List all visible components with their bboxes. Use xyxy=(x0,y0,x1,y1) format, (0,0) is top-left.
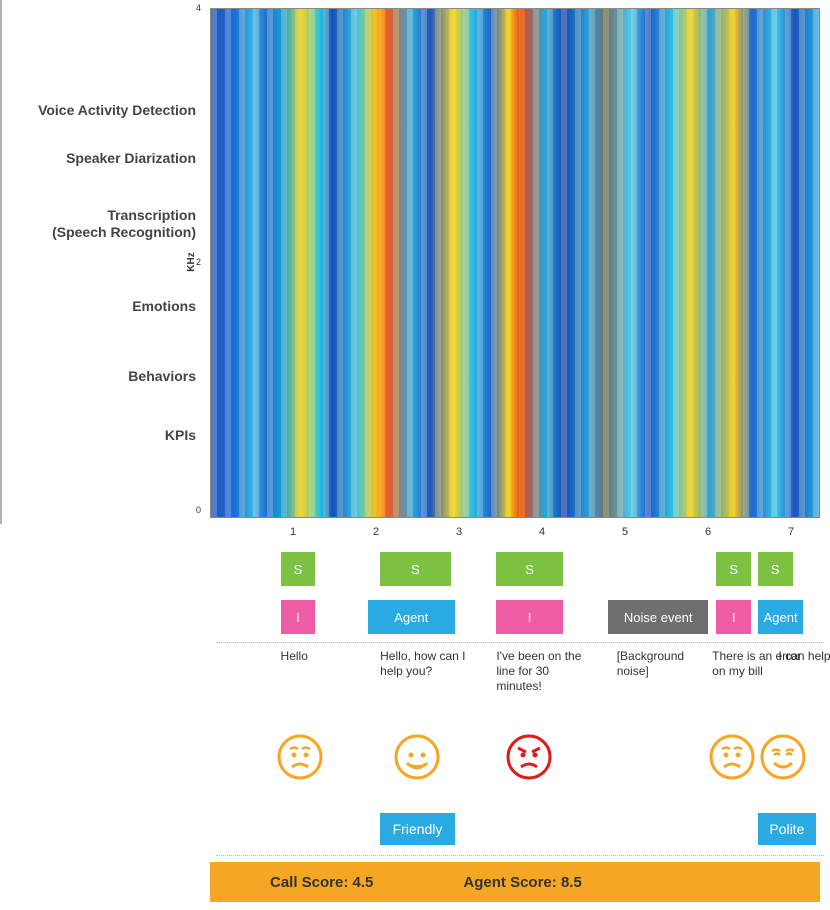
time-tick: 5 xyxy=(622,526,628,538)
diarization-row: IAgentINoise eventIAgent xyxy=(210,594,830,642)
vad-segment: S xyxy=(496,552,562,586)
row-labels-column: Voice Activity Detection Speaker Diariza… xyxy=(0,0,210,524)
behavior-tag: Friendly xyxy=(380,813,455,845)
diarization-segment: Agent xyxy=(758,600,804,634)
row-label-kpis: KPIs xyxy=(2,408,210,462)
behavior-tag: Polite xyxy=(758,813,816,845)
row-label-emotions: Emotions xyxy=(2,260,210,352)
kpi-agent-score: Agent Score: 8.5 xyxy=(463,874,581,891)
spectrogram-ylabel-slot xyxy=(2,0,210,64)
time-tick: 3 xyxy=(456,526,462,538)
transcription-text: Hello, how can I help you? xyxy=(380,649,470,679)
time-axis: 1 2 3 4 5 6 7 xyxy=(210,524,830,546)
time-tick: 4 xyxy=(539,526,545,538)
emotion-relieved-icon xyxy=(759,733,807,781)
diarization-segment: I xyxy=(281,600,316,634)
vad-segment: S xyxy=(716,552,751,586)
emotion-worried-icon xyxy=(276,733,324,781)
vad-segment: S xyxy=(281,552,316,586)
transcription-text: I've been on the line for 30 minutes! xyxy=(496,649,586,694)
diarization-segment: Agent xyxy=(368,600,455,634)
transcription-text: Hello xyxy=(281,649,371,664)
behaviors-row: Friendly Polite xyxy=(210,807,830,855)
kpi-row: Call Score: 4.5 Agent Score: 8.5 xyxy=(210,856,830,910)
row-label-behaviors: Behaviors xyxy=(2,352,210,400)
diarization-segment: Noise event xyxy=(608,600,708,634)
vad-segment: S xyxy=(380,552,451,586)
row-label-diarization: Speaker Diarization xyxy=(2,134,210,182)
time-tick: 1 xyxy=(290,526,296,538)
emotion-happy-icon xyxy=(393,733,441,781)
emotion-worried-icon xyxy=(708,733,756,781)
kpi-bar: Call Score: 4.5 Agent Score: 8.5 xyxy=(210,862,820,902)
time-tick: 7 xyxy=(788,526,794,538)
vad-segment: S xyxy=(758,552,793,586)
time-tick: 2 xyxy=(373,526,379,538)
transcription-text: I can help xyxy=(779,649,830,664)
audio-analytics-diagram: Voice Activity Detection Speaker Diariza… xyxy=(0,0,830,524)
row-label-transcription: Transcription (Speech Recognition) xyxy=(2,188,210,260)
spectrogram xyxy=(210,8,820,518)
transcription-row: Hello Hello, how can I help you? I've been… xyxy=(210,643,830,715)
diarization-segment: I xyxy=(496,600,562,634)
timeline-column: KHz 0 2 4 1234567 SSSSS IAgentINoise eve… xyxy=(210,0,830,524)
transcription-text: [Background noise] xyxy=(617,649,707,679)
emotions-row xyxy=(210,715,830,807)
spectrogram-row: KHz 0 2 4 xyxy=(210,0,830,524)
row-label-vad: Voice Activity Detection xyxy=(2,86,210,134)
time-tick: 6 xyxy=(705,526,711,538)
kpi-call-score: Call Score: 4.5 xyxy=(270,874,373,891)
emotion-angry-icon xyxy=(505,733,553,781)
vad-row: SSSSS xyxy=(210,546,830,594)
diarization-segment: I xyxy=(716,600,751,634)
